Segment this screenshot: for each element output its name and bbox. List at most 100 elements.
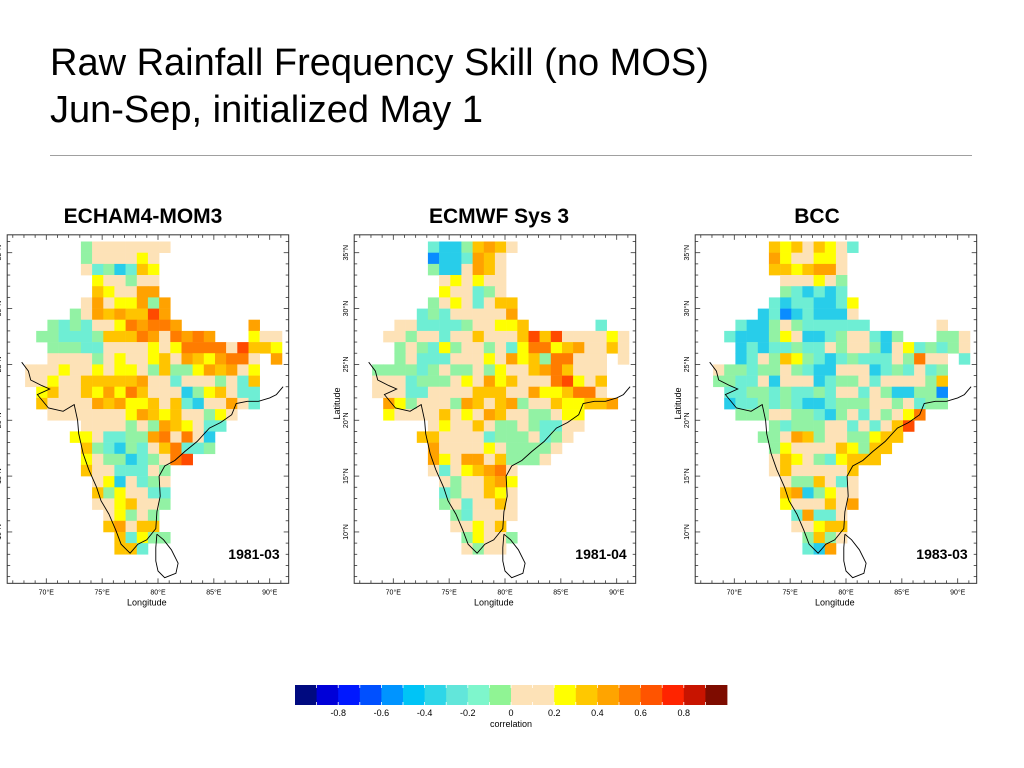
grid-cell [159, 420, 171, 432]
grid-cell [483, 286, 496, 298]
x-axis-label: Longitude [474, 597, 514, 607]
lon-tick-label: 70°E [39, 588, 55, 596]
grid-cell [802, 241, 814, 253]
grid-cell [461, 476, 473, 488]
grid-cell [147, 532, 160, 544]
grid-cell [550, 353, 563, 365]
grid-cell [791, 263, 803, 276]
grid-cell [813, 453, 826, 466]
grid-cell [925, 342, 937, 354]
grid-cell [405, 342, 418, 354]
grid-cell [125, 464, 138, 477]
grid-cell [802, 286, 814, 298]
grid-cell [791, 409, 803, 421]
grid-cell [517, 375, 529, 388]
grid-cell [780, 297, 792, 309]
grid-cell [914, 342, 926, 354]
grid-cell [136, 330, 149, 343]
grid-cell [483, 520, 496, 533]
grid-cell [103, 487, 115, 499]
grid-cell [791, 297, 803, 309]
grid-cell [813, 386, 826, 399]
grid-cell [847, 476, 859, 488]
grid-cell [92, 297, 104, 309]
grid-cell [584, 397, 596, 410]
period-label: 1981-03 [228, 546, 280, 562]
grid-cell [147, 297, 160, 309]
colorbar-bin [683, 685, 706, 705]
grid-cell [813, 476, 826, 488]
grid-cell [427, 431, 440, 443]
grid-cell [539, 397, 552, 410]
grid-cell [506, 297, 518, 309]
grid-cell [136, 487, 149, 499]
lat-tick-label: 25°N [342, 357, 350, 373]
grid-cell [768, 241, 781, 253]
grid-cell [461, 275, 473, 287]
grid-cell [802, 532, 814, 544]
lat-tick-label: 30°N [0, 301, 3, 317]
grid-cell [170, 386, 182, 399]
grid-cell [159, 397, 171, 410]
grid-cell [103, 397, 115, 410]
grid-cell [780, 342, 792, 354]
grid-cell [824, 397, 837, 410]
grid-cell [494, 453, 507, 466]
grid-cell [813, 353, 826, 365]
grid-cell [925, 386, 937, 399]
grid-cell [136, 297, 149, 309]
grid-cell [80, 263, 93, 276]
grid-cell [768, 297, 781, 309]
grid-cell [780, 308, 792, 321]
grid-cell [791, 453, 803, 466]
grid-cell [869, 442, 881, 455]
grid-cell [215, 353, 227, 365]
grid-cell [114, 464, 126, 477]
grid-cell [914, 375, 926, 388]
grid-cell [80, 386, 93, 399]
grid-cell [159, 453, 171, 466]
grid-cell [103, 297, 115, 309]
grid-cell [439, 431, 451, 443]
grid-cell [746, 342, 759, 354]
colorbar-bin [446, 685, 469, 705]
grid-cell [528, 431, 540, 443]
grid-cell [768, 263, 781, 276]
grid-cell [80, 308, 93, 321]
grid-cell [958, 330, 971, 343]
grid-cell [858, 431, 870, 443]
grid-cell [824, 319, 837, 332]
grid-cell [181, 442, 193, 455]
grid-cell [192, 375, 205, 388]
grid-cell [114, 241, 126, 253]
grid-cell [768, 364, 781, 376]
grid-cell [114, 409, 126, 421]
grid-cell [847, 241, 859, 253]
grid-cell [780, 453, 792, 466]
grid-cell [125, 431, 138, 443]
grid-cell [483, 241, 496, 253]
grid-cell [780, 330, 792, 343]
grid-cell [595, 386, 607, 399]
grid-cell [159, 409, 171, 421]
grid-cell [780, 275, 792, 287]
grid-cell [494, 476, 507, 488]
lon-tick-label: 85°E [553, 588, 569, 596]
grid-cell [439, 286, 451, 298]
grid-cell [506, 342, 518, 354]
grid-cell [92, 241, 104, 253]
colorbar-bin [359, 685, 382, 705]
grid-cell [835, 252, 848, 265]
grid-cell [757, 375, 770, 388]
grid-cell [746, 364, 759, 376]
grid-cell [450, 275, 462, 287]
grid-cell [69, 342, 82, 354]
grid-cell [947, 330, 960, 343]
grid-cell [439, 241, 451, 253]
grid-cell [80, 364, 93, 376]
grid-cell [483, 487, 496, 499]
colorbar-bin [705, 685, 728, 705]
grid-cell [181, 375, 193, 388]
grid-cell [472, 342, 485, 354]
grid-cell [427, 464, 440, 477]
